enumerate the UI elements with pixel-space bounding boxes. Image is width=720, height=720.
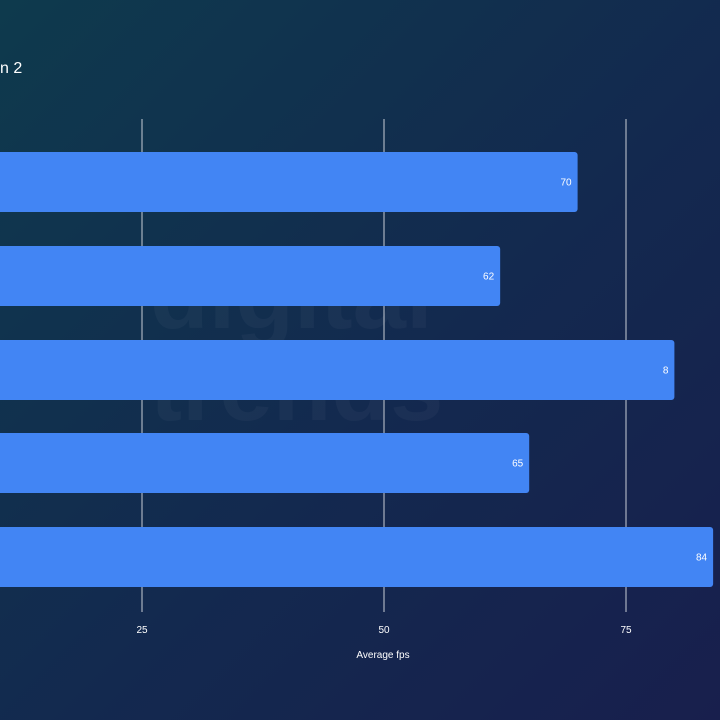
bar-2 (0, 246, 501, 306)
x-tick-label: 50 (378, 625, 390, 636)
bar-5 (0, 527, 714, 587)
bar-value-label: 84 (696, 553, 708, 564)
x-tick-label: 75 (620, 625, 632, 636)
x-axis-title: Average fps (356, 650, 409, 661)
bar-value-label: 65 (512, 459, 524, 470)
bar-1 (0, 152, 578, 212)
x-tick-label: 25 (136, 625, 148, 636)
chart-title: n 2 (0, 60, 23, 77)
bar-value-label: 70 (560, 178, 572, 189)
bar-4 (0, 433, 530, 493)
bar-value-label: 8 (663, 366, 669, 377)
bar-value-label: 62 (483, 272, 495, 283)
bar-3 (0, 340, 675, 400)
